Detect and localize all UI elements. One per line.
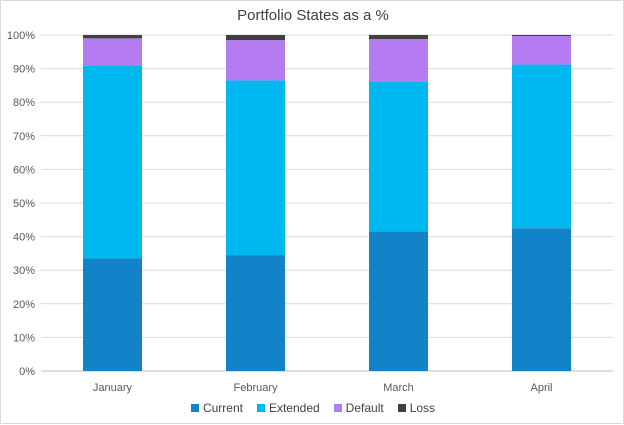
chart-title: Portfolio States as a % xyxy=(237,7,389,24)
y-tick-label: 10% xyxy=(13,332,35,344)
bar-segment-current-january xyxy=(83,258,142,371)
legend-label: Current xyxy=(202,401,243,415)
x-tick-label: April xyxy=(530,382,552,394)
bar-segment-loss-march xyxy=(369,35,428,40)
bar-segment-loss-january xyxy=(83,35,142,39)
legend-item-loss: Loss xyxy=(397,401,436,415)
legend-item-default: Default xyxy=(333,401,384,415)
bar-segment-default-february xyxy=(226,40,285,81)
bar-segment-extended-march xyxy=(369,82,428,232)
x-tick-label: January xyxy=(93,382,133,394)
y-tick-label: 40% xyxy=(13,232,35,244)
legend-label: Loss xyxy=(409,401,436,415)
y-tick-label: 50% xyxy=(13,198,35,210)
legend-swatch xyxy=(397,404,406,412)
y-tick-label: 30% xyxy=(13,265,35,277)
y-tick-label: 90% xyxy=(13,64,35,76)
legend-swatch xyxy=(190,404,199,412)
y-tick-label: 70% xyxy=(13,131,35,143)
y-tick-label: 20% xyxy=(13,299,35,311)
legend-item-current: Current xyxy=(190,401,243,415)
legend-swatch xyxy=(256,404,265,412)
legend-label: Default xyxy=(345,401,384,415)
bar-segment-current-march xyxy=(369,231,428,371)
legend-item-extended: Extended xyxy=(256,401,320,415)
legend-label: Extended xyxy=(268,401,320,415)
bar-segment-default-april xyxy=(512,36,571,65)
legend: Current Extended Default Loss xyxy=(1,401,624,415)
bar-segment-loss-february xyxy=(226,35,285,41)
x-tick-label: March xyxy=(383,382,414,394)
x-tick-label: February xyxy=(233,382,278,394)
y-tick-label: 80% xyxy=(13,97,35,109)
bar-segment-default-january xyxy=(83,38,142,66)
bar-segment-current-february xyxy=(226,255,285,371)
bar-segment-extended-february xyxy=(226,80,285,256)
bar-segment-default-march xyxy=(369,39,428,83)
y-tick-label: 60% xyxy=(13,164,35,176)
bar-segment-extended-january xyxy=(83,65,142,259)
bar-segment-extended-april xyxy=(512,64,571,229)
legend-swatch xyxy=(333,404,342,412)
y-tick-label: 0% xyxy=(19,366,35,378)
bar-segment-current-april xyxy=(512,228,571,371)
bar-segment-loss-april xyxy=(512,35,571,37)
y-tick-label: 100% xyxy=(7,30,35,42)
